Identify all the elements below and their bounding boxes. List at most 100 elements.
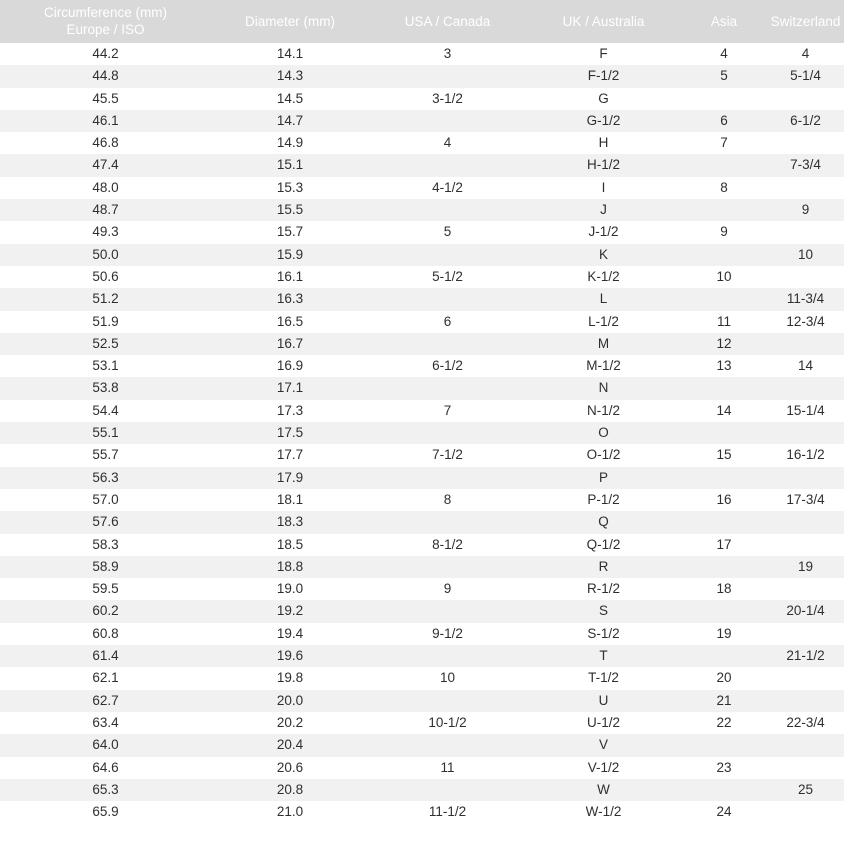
cell-circumference: 65.3 bbox=[92, 781, 119, 797]
cell-uk: V-1/2 bbox=[587, 759, 620, 775]
table-row: 65.9 21.0 11-1/2 W-1/2 24 bbox=[0, 801, 844, 824]
cell-uk: M bbox=[597, 335, 610, 351]
cell-switzerland: 14 bbox=[797, 358, 814, 374]
cell-usa: 11 bbox=[440, 759, 455, 775]
cell-uk: W-1/2 bbox=[585, 804, 622, 820]
table-row: 51.9 16.5 6 L-1/2 11 12-3/4 bbox=[0, 310, 844, 333]
cell-usa: 6-1/2 bbox=[432, 358, 463, 374]
cell-switzerland bbox=[767, 690, 844, 712]
cell-asia bbox=[681, 422, 767, 444]
cell-diameter: 17.9 bbox=[276, 469, 304, 485]
cell-diameter: 14.1 bbox=[276, 46, 304, 61]
column-header-uk: UK / Australia bbox=[526, 0, 681, 43]
column-header-line: Diameter (mm) bbox=[245, 13, 335, 29]
cell-switzerland bbox=[767, 377, 844, 399]
table-row: 44.8 14.3 F-1/2 5 5-1/4 bbox=[0, 65, 844, 88]
cell-switzerland: 21-1/2 bbox=[786, 648, 825, 664]
cell-usa bbox=[369, 422, 526, 444]
table-row: 52.5 16.7 M 12 bbox=[0, 332, 844, 356]
cell-switzerland bbox=[767, 757, 844, 779]
cell-diameter: 16.9 bbox=[276, 358, 304, 374]
cell-switzerland bbox=[767, 534, 844, 556]
cell-diameter: 16.3 bbox=[276, 291, 304, 307]
cell-asia: 7 bbox=[720, 135, 728, 151]
cell-circumference: 57.0 bbox=[92, 491, 119, 507]
cell-diameter: 18.5 bbox=[276, 536, 304, 552]
cell-usa bbox=[369, 288, 526, 310]
cell-uk: K-1/2 bbox=[587, 268, 620, 284]
cell-circumference: 59.5 bbox=[92, 581, 119, 597]
cell-circumference: 56.3 bbox=[92, 469, 119, 485]
cell-diameter: 17.7 bbox=[276, 447, 304, 463]
cell-asia bbox=[681, 734, 767, 756]
cell-diameter: 14.7 bbox=[276, 112, 304, 128]
cell-asia: 10 bbox=[716, 268, 732, 284]
table-header: Circumference (mm) Europe / ISO Diameter (… bbox=[0, 0, 844, 43]
cell-uk: J-1/2 bbox=[588, 224, 619, 240]
table-row: 47.4 15.1 H-1/2 7-3/4 bbox=[0, 154, 844, 177]
cell-diameter: 16.5 bbox=[276, 313, 304, 329]
cell-diameter: 19.0 bbox=[276, 581, 304, 597]
cell-usa bbox=[369, 779, 526, 801]
cell-usa: 6 bbox=[443, 313, 452, 329]
cell-uk: U bbox=[598, 692, 609, 708]
cell-switzerland bbox=[767, 801, 844, 823]
cell-circumference: 54.4 bbox=[92, 402, 119, 418]
cell-diameter: 20.4 bbox=[276, 737, 304, 753]
cell-asia bbox=[681, 244, 767, 266]
cell-uk: O bbox=[598, 425, 609, 441]
cell-asia bbox=[681, 511, 767, 533]
cell-usa bbox=[369, 556, 526, 578]
cell-switzerland: 22-3/4 bbox=[786, 714, 825, 730]
cell-diameter: 14.5 bbox=[276, 90, 304, 106]
cell-switzerland bbox=[767, 578, 844, 600]
cell-switzerland: 9 bbox=[801, 202, 810, 218]
table-row: 50.0 15.9 K 10 bbox=[0, 243, 844, 266]
cell-asia: 12 bbox=[716, 335, 732, 351]
cell-usa bbox=[369, 511, 526, 533]
cell-usa: 11-1/2 bbox=[428, 804, 467, 820]
column-header-circumference: Circumference (mm) Europe / ISO bbox=[0, 0, 211, 43]
table-row: 62.7 20.0 U 21 bbox=[0, 689, 844, 712]
cell-switzerland: 20-1/4 bbox=[786, 603, 825, 619]
cell-circumference: 53.8 bbox=[92, 380, 119, 396]
cell-usa: 3-1/2 bbox=[432, 90, 463, 106]
cell-uk: I bbox=[601, 179, 606, 195]
cell-circumference: 46.1 bbox=[92, 112, 119, 128]
cell-usa bbox=[369, 645, 526, 667]
column-header-diameter: Diameter (mm) bbox=[211, 0, 369, 43]
cell-switzerland: 7-3/4 bbox=[790, 157, 821, 173]
cell-switzerland: 4 bbox=[801, 46, 810, 61]
cell-uk: O-1/2 bbox=[586, 447, 621, 463]
table-row: 53.1 16.9 6-1/2 M-1/2 13 14 bbox=[0, 355, 844, 378]
cell-switzerland: 12-3/4 bbox=[786, 313, 825, 329]
cell-usa bbox=[369, 467, 526, 489]
column-header-line: Europe / ISO bbox=[66, 22, 145, 37]
cell-switzerland bbox=[767, 511, 844, 533]
cell-usa: 8 bbox=[443, 491, 452, 507]
table-row: 62.1 19.8 10 T-1/2 20 bbox=[0, 667, 844, 690]
table-row: 64.6 20.6 11 V-1/2 23 bbox=[0, 756, 844, 779]
cell-asia bbox=[681, 154, 767, 176]
cell-circumference: 64.0 bbox=[92, 737, 119, 753]
cell-uk: T bbox=[599, 648, 608, 664]
cell-asia: 15 bbox=[716, 447, 732, 463]
cell-usa: 4-1/2 bbox=[432, 179, 463, 195]
cell-usa bbox=[369, 690, 526, 712]
cell-asia bbox=[681, 645, 767, 667]
cell-asia bbox=[681, 467, 767, 489]
cell-asia bbox=[681, 377, 767, 399]
cell-switzerland: 6-1/2 bbox=[790, 112, 821, 128]
column-header-line: UK / Australia bbox=[562, 13, 645, 29]
cell-usa: 7 bbox=[443, 402, 452, 418]
cell-asia: 23 bbox=[716, 759, 732, 775]
cell-switzerland: 15-1/4 bbox=[786, 402, 825, 418]
cell-asia: 14 bbox=[716, 402, 732, 418]
cell-uk: G-1/2 bbox=[586, 112, 621, 128]
cell-switzerland bbox=[767, 623, 844, 645]
cell-usa bbox=[369, 65, 526, 87]
cell-uk: R-1/2 bbox=[586, 581, 620, 597]
cell-switzerland: 19 bbox=[797, 558, 814, 574]
cell-uk: J bbox=[600, 202, 607, 218]
cell-asia bbox=[681, 600, 767, 622]
